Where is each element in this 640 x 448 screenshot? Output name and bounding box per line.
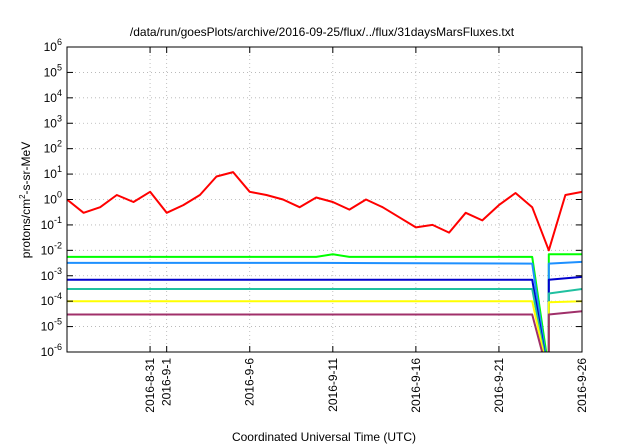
y-tick-label-exponent: 3 — [57, 113, 62, 123]
y-tick-label-base: 10 — [41, 269, 55, 283]
y-tick-labels: 10-610-510-410-310-210-11001011021031041… — [41, 37, 62, 359]
y-tick-label: 103 — [44, 113, 62, 130]
series-line-5 — [67, 288, 582, 352]
y-tick-label-base: 10 — [44, 142, 58, 156]
y-tick-label-base: 10 — [41, 218, 55, 232]
y-axis-label-part-2: -s-sr-MeV — [19, 142, 33, 195]
y-tick-label-exponent: -1 — [54, 215, 62, 225]
chart-title: /data/run/goesPlots/archive/2016-09-25/f… — [130, 25, 515, 39]
y-tick-label-exponent: -4 — [54, 291, 62, 301]
y-tick-label: 104 — [44, 88, 62, 105]
x-tick-label: 2016-9-26 — [575, 358, 589, 413]
y-tick-label-base: 10 — [44, 167, 58, 181]
series-line-7 — [67, 310, 582, 352]
y-axis-label: protons/cm2-s-sr-MeV — [18, 142, 33, 258]
x-tick-label: 2016-9-6 — [243, 358, 257, 406]
x-tick-label: 2016-8-31 — [143, 358, 157, 413]
y-tick-label: 10-5 — [41, 317, 62, 334]
x-axis-label: Coordinated Universal Time (UTC) — [232, 430, 416, 444]
y-tick-label-base: 10 — [41, 294, 55, 308]
y-tick-label-exponent: 6 — [57, 37, 62, 47]
x-tick-labels: 2016-8-31 2016-9-1 2016-9-6 2016-9-11 2016-9… — [143, 358, 589, 413]
y-tick-label-base: 10 — [41, 243, 55, 257]
y-tick-label: 102 — [44, 139, 62, 156]
y-axis-label-part-1: protons/cm — [19, 199, 33, 258]
y-tick-label-exponent: 2 — [57, 139, 62, 149]
y-tick-label: 10-2 — [41, 240, 62, 257]
y-tick-label-base: 10 — [44, 116, 58, 130]
y-tick-label: 100 — [44, 190, 62, 207]
y-tick-label: 106 — [44, 37, 62, 54]
y-tick-label-base: 10 — [41, 345, 55, 359]
y-tick-label-exponent: 5 — [57, 62, 62, 72]
y-tick-label-exponent: -2 — [54, 240, 62, 250]
x-tick-label: 2016-9-1 — [160, 358, 174, 406]
y-tick-label-exponent: -3 — [54, 266, 62, 276]
x-tick-label: 2016-9-21 — [492, 358, 506, 413]
y-tick-label-base: 10 — [44, 91, 58, 105]
series-line-1 — [67, 171, 582, 252]
tick-layer — [67, 46, 583, 353]
y-tick-label-exponent: -5 — [54, 317, 62, 327]
y-tick-label: 101 — [44, 164, 62, 181]
series-line-6 — [67, 300, 582, 352]
y-tick-label-exponent: -6 — [54, 342, 62, 352]
y-tick-label-base: 10 — [44, 40, 58, 54]
series-layer — [67, 171, 582, 352]
y-tick-label: 10-3 — [41, 266, 62, 283]
y-tick-label-exponent: 0 — [57, 190, 62, 200]
y-tick-label: 10-1 — [41, 215, 62, 232]
x-tick-label: 2016-9-16 — [409, 358, 423, 413]
x-tick-label: 2016-9-11 — [326, 358, 340, 412]
y-tick-label-base: 10 — [44, 65, 58, 79]
y-axis-label-superscript: 2 — [18, 194, 27, 199]
y-tick-label-exponent: 4 — [57, 88, 62, 98]
y-tick-label-base: 10 — [44, 193, 58, 207]
grid-layer — [67, 47, 582, 352]
y-tick-label-base: 10 — [41, 320, 55, 334]
y-tick-label: 10-6 — [41, 342, 62, 359]
y-tick-label: 105 — [44, 62, 62, 79]
y-tick-label-exponent: 1 — [57, 164, 62, 174]
series-line-3 — [67, 260, 582, 352]
y-tick-label: 10-4 — [41, 291, 62, 308]
